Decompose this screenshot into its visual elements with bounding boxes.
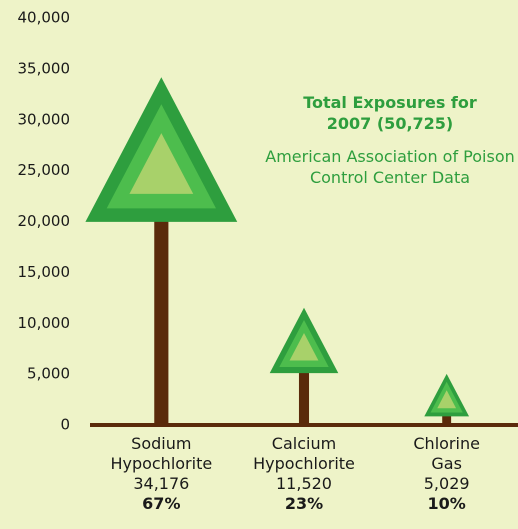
y-tick-label: 30,000 [18, 110, 71, 128]
chart-subtitle: American Association of Poison Control C… [265, 146, 515, 188]
y-tick-label: 40,000 [18, 9, 71, 27]
value-label: 11,520 [234, 474, 374, 494]
chart: 0 5,000 10,000 15,000 20,000 25,000 30,000 35,0… [0, 0, 518, 529]
annotation: Total Exposures for 2007 (50,725) Americ… [262, 92, 518, 188]
value-label: 34,176 [91, 474, 231, 494]
share-label: 10% [377, 494, 517, 514]
trunk [154, 220, 168, 425]
share-label: 67% [91, 494, 231, 514]
category-name: Calcium Hypochlorite [253, 434, 355, 474]
category-name: Chlorine Gas [413, 434, 480, 474]
y-tick-label: 35,000 [18, 59, 71, 77]
share-label: 23% [234, 494, 374, 514]
chart-title: Total Exposures for 2007 (50,725) [295, 92, 485, 134]
y-tick-label: 10,000 [18, 314, 71, 332]
y-tick-label: 5,000 [27, 365, 70, 383]
y-tick-label: 0 [60, 416, 70, 434]
y-tick-label: 25,000 [18, 161, 71, 179]
value-label: 5,029 [377, 474, 517, 494]
y-tick-label: 20,000 [18, 212, 71, 230]
category-name: Sodium Hypochlorite [110, 434, 212, 474]
y-tick-label: 15,000 [18, 263, 71, 281]
trunk [299, 371, 309, 425]
